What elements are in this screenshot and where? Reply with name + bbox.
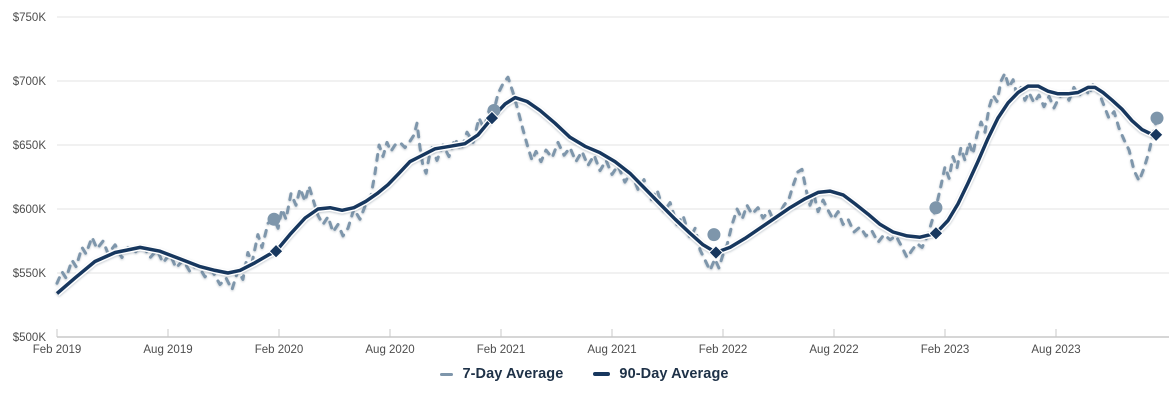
series-line-casing	[54, 82, 1157, 296]
marker-diamond-90-day[interactable]	[928, 225, 944, 241]
x-axis-tick-label: Aug 2019	[143, 344, 192, 356]
y-axis-tick-label: $650K	[13, 140, 47, 152]
marker-diamond-90-day[interactable]	[1148, 127, 1164, 143]
x-axis-tick-label: Aug 2023	[1031, 344, 1080, 356]
series-line-7-day-average	[55, 71, 1159, 292]
marker-circle-7-day[interactable]	[929, 201, 943, 215]
legend-dash-7day-icon	[440, 372, 454, 376]
y-axis-tick-label: $500K	[13, 332, 47, 344]
y-axis-tick-label: $600K	[13, 204, 47, 216]
marker-circle-7-day[interactable]	[267, 212, 281, 226]
legend-item-90-day-average[interactable]: 90-Day Average	[593, 366, 728, 382]
x-axis-tick-label: Feb 2021	[477, 344, 526, 356]
x-axis-tick-label: Feb 2022	[699, 344, 748, 356]
x-axis-tick-label: Aug 2020	[365, 344, 414, 356]
x-axis-tick-label: Feb 2019	[33, 344, 82, 356]
marker-circle-7-day[interactable]	[1150, 111, 1164, 125]
marker-circle-7-day[interactable]	[707, 228, 721, 242]
x-axis-tick-label: Aug 2022	[809, 344, 858, 356]
x-axis-tick-label: Feb 2023	[921, 344, 970, 356]
series-line-90-day-average	[55, 84, 1157, 295]
y-axis-tick-label: $750K	[13, 12, 47, 24]
series-group-7-day-average	[55, 71, 1159, 292]
marker-diamond-90-day[interactable]	[268, 243, 284, 259]
legend-item-7-day-average[interactable]: 7-Day Average	[440, 366, 563, 382]
series-group-90-day-average	[54, 82, 1157, 296]
y-axis-tick-label: $550K	[13, 268, 47, 280]
legend-label-7-day-average: 7-Day Average	[462, 366, 564, 382]
chart-legend: 7-Day Average 90-Day Average	[0, 366, 1169, 382]
legend-label-90-day-average: 90-Day Average	[619, 366, 729, 382]
marker-diamond-90-day[interactable]	[708, 245, 724, 261]
y-axis-tick-label: $700K	[13, 76, 47, 88]
x-axis-tick-label: Feb 2020	[255, 344, 304, 356]
marker-diamond-90-day[interactable]	[484, 110, 500, 126]
x-axis-tick-label: Aug 2021	[587, 344, 636, 356]
legend-dash-90day-icon	[593, 372, 611, 376]
